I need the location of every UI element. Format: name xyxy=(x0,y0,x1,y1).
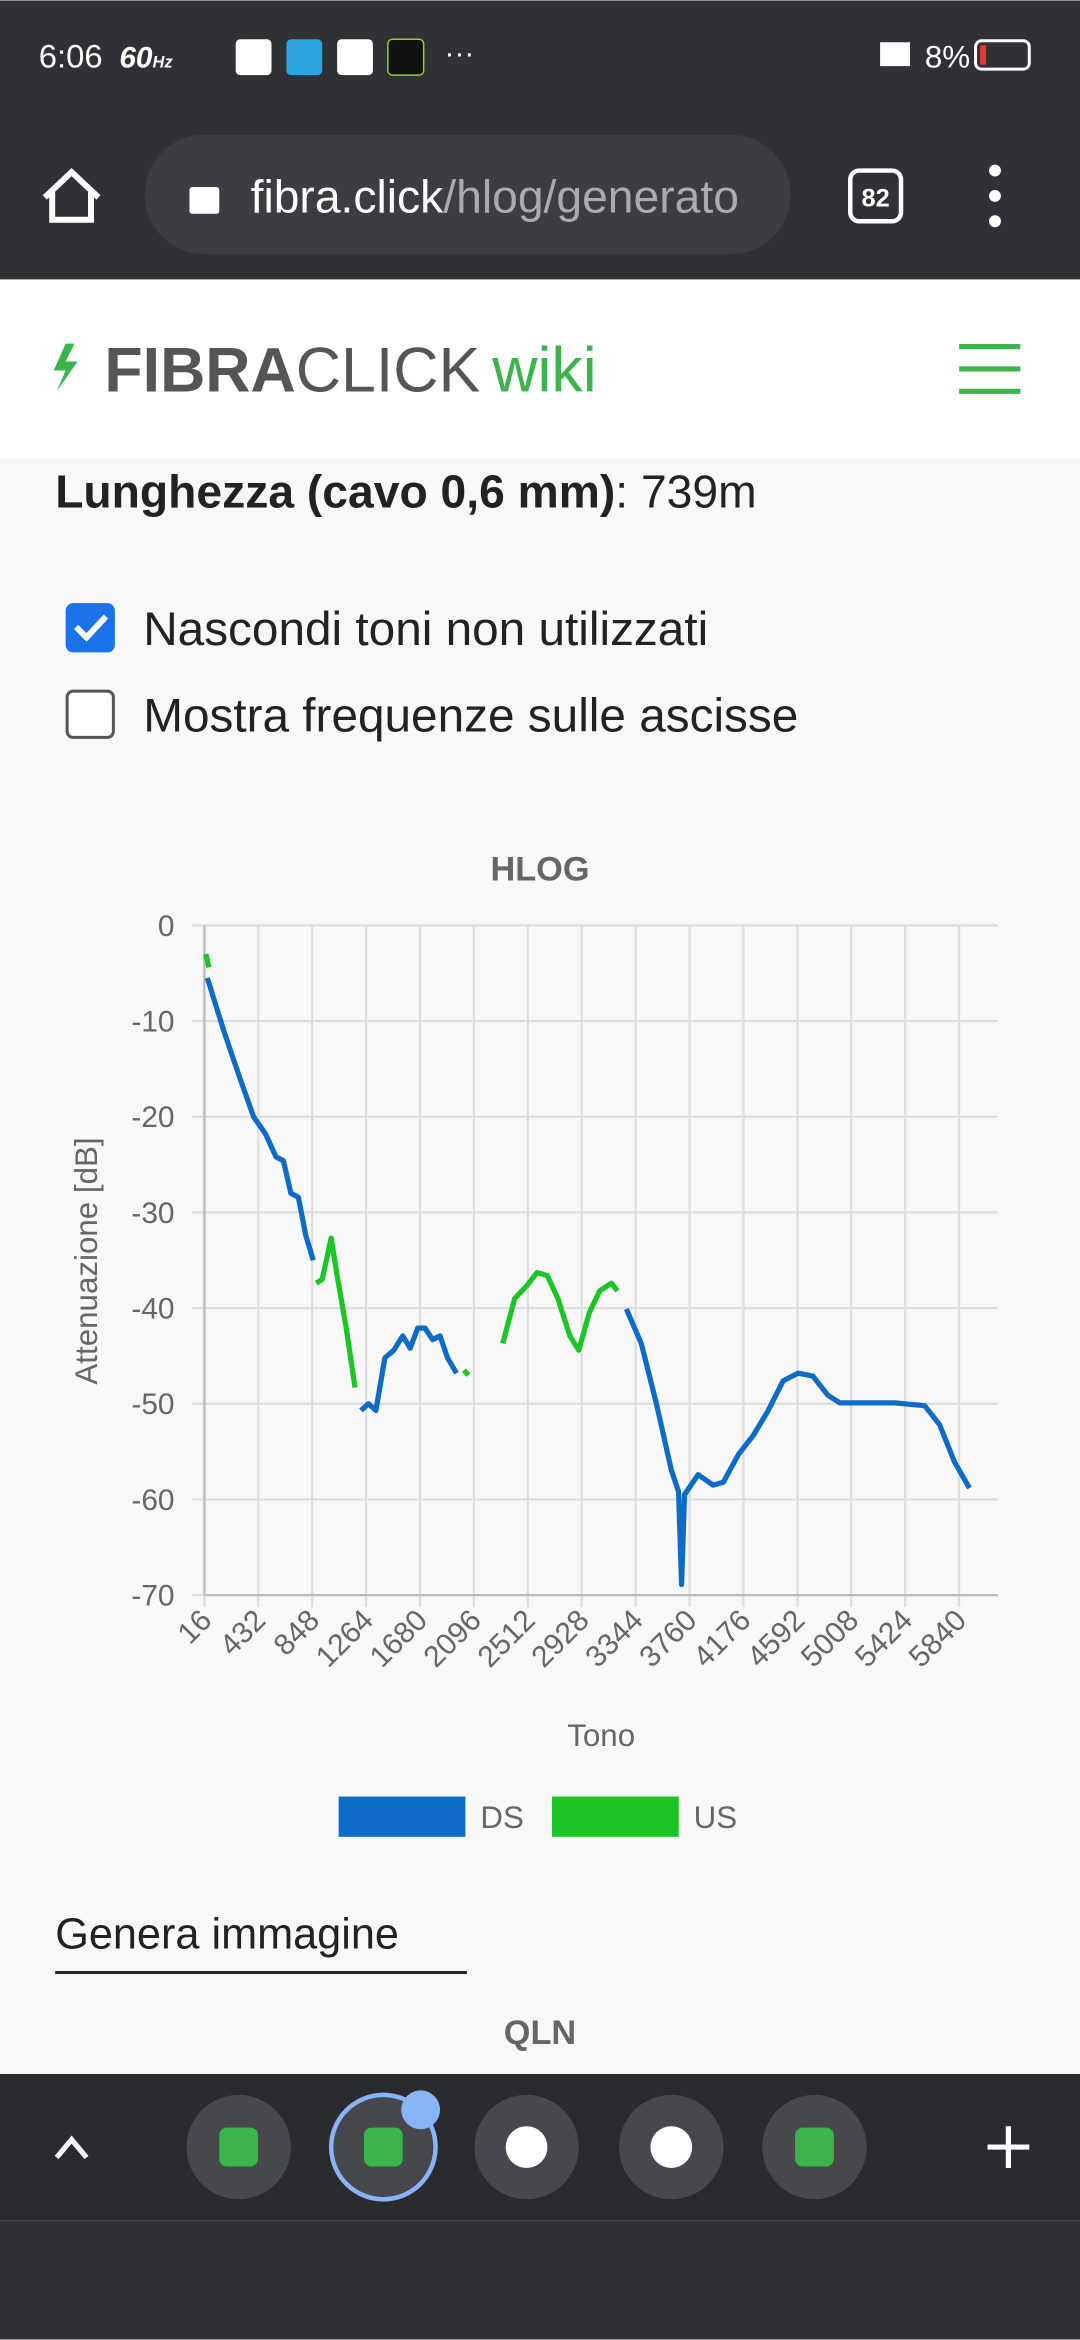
x-tick-label: 432 xyxy=(214,1604,273,1663)
option-label: Mostra frequenze sulle ascisse xyxy=(143,689,798,742)
site-logo: FIBRACLICK wiki xyxy=(104,335,596,405)
chart-title: HLOG xyxy=(490,851,589,889)
new-tab-button[interactable] xyxy=(987,2126,1030,2168)
notif-icon xyxy=(337,39,373,76)
url-host: fibra.click xyxy=(251,170,445,222)
y-tick-label: 0 xyxy=(158,910,175,943)
y-tick-label: -70 xyxy=(131,1580,174,1613)
nav-bar xyxy=(0,2220,1080,2340)
home-button[interactable] xyxy=(42,167,101,223)
y-tick-label: -60 xyxy=(131,1484,174,1517)
options: Nascondi toni non utilizzati Mostra frequ… xyxy=(65,603,798,742)
collapse-button[interactable] xyxy=(54,2135,89,2160)
series-line xyxy=(204,977,972,1588)
x-axis-label: Tono xyxy=(567,1718,635,1753)
legend-label: US xyxy=(694,1800,737,1835)
url-path: /hlog/generato xyxy=(443,170,739,222)
lock-icon xyxy=(189,186,220,214)
clock: 6:06 xyxy=(39,38,103,75)
url: fibra.click/hlog/generato xyxy=(251,170,739,222)
series-line xyxy=(203,953,620,1388)
line-length: Lunghezza (cavo 0,6 mm): 739m xyxy=(55,466,756,518)
checkbox[interactable] xyxy=(65,689,115,739)
x-tick-label: 2096 xyxy=(418,1604,488,1674)
x-tick-label: 3344 xyxy=(579,1604,649,1674)
x-tick-label: 4592 xyxy=(741,1604,811,1674)
checkmark xyxy=(73,614,109,642)
x-tick-label: 3760 xyxy=(633,1604,703,1674)
x-tick-label: 5008 xyxy=(795,1604,865,1674)
y-tick-label: -10 xyxy=(131,1005,174,1038)
site-menu[interactable] xyxy=(959,343,1021,394)
x-tick-label: 2512 xyxy=(471,1604,541,1674)
battery-fill xyxy=(980,45,987,65)
y-tick-label: -50 xyxy=(131,1388,174,1421)
y-tick-label: -20 xyxy=(131,1101,174,1134)
notif-icon xyxy=(286,39,323,76)
battery-level: 8% xyxy=(925,40,970,75)
x-tick-label: 1264 xyxy=(310,1604,380,1674)
notif-icon xyxy=(387,38,425,76)
tab-count: 82 xyxy=(862,184,890,212)
generate-image-button[interactable]: Genera immagine xyxy=(55,1911,399,1959)
legend-swatch xyxy=(338,1796,466,1837)
chart: HLOG Tono Attenuazione [dB] 0 -10 -20 -30 -4… xyxy=(69,851,998,1837)
logo-bolt xyxy=(53,343,78,392)
checkbox[interactable] xyxy=(65,603,115,653)
refresh-value: 60 xyxy=(119,42,153,75)
logo-light: CLICK xyxy=(296,335,481,405)
logo-bold: FIBRA xyxy=(104,335,295,405)
site-header xyxy=(0,279,1080,459)
length-label: Lunghezza (cavo 0,6 mm) xyxy=(55,466,615,518)
x-tick-label: 5840 xyxy=(903,1604,973,1674)
legend-swatch xyxy=(551,1796,679,1837)
refresh-rate: 60Hz xyxy=(119,42,173,75)
next-chart-title: QLN xyxy=(504,2014,576,2052)
notif-icon xyxy=(235,39,272,76)
x-tick-label: 16 xyxy=(171,1604,218,1651)
x-tick-label: 1680 xyxy=(364,1604,434,1674)
x-tick-label: 5424 xyxy=(849,1604,919,1674)
close-tab[interactable] xyxy=(401,2090,441,2130)
y-tick-label: -30 xyxy=(131,1197,174,1230)
x-tick-label: 4176 xyxy=(687,1604,757,1674)
option-label: Nascondi toni non utilizzati xyxy=(143,603,708,656)
tab-thumbs xyxy=(186,2090,867,2202)
more-notifs: ··· xyxy=(445,37,475,70)
y-tick-label: -40 xyxy=(131,1293,174,1326)
menu-button[interactable] xyxy=(989,164,1001,228)
logo-wiki: wiki xyxy=(491,335,596,405)
legend-label: DS xyxy=(480,1800,524,1835)
tabs-button[interactable] xyxy=(848,168,904,224)
refresh-unit: Hz xyxy=(153,54,174,72)
x-tick-label: 2928 xyxy=(525,1604,595,1674)
url-bar[interactable] xyxy=(144,134,791,255)
y-axis-label: Attenuazione [dB] xyxy=(69,1137,104,1384)
signal-icon xyxy=(880,42,910,67)
length-value: : 739m xyxy=(615,466,756,518)
battery-icon xyxy=(974,39,1031,71)
